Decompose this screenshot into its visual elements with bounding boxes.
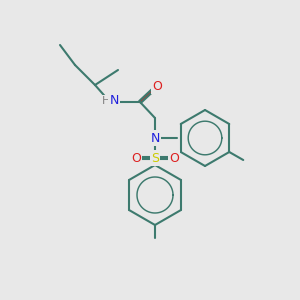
Text: H: H [102, 96, 110, 106]
Text: O: O [152, 80, 162, 92]
Text: S: S [151, 152, 159, 164]
Text: N: N [150, 131, 160, 145]
Text: O: O [169, 152, 179, 164]
Text: O: O [131, 152, 141, 164]
Text: N: N [109, 94, 119, 107]
